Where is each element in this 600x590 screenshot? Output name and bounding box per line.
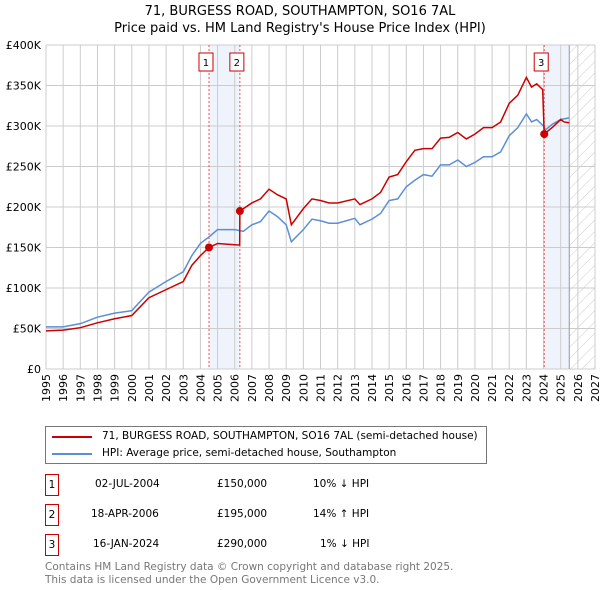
x-tick-label: 2012 [332, 374, 345, 402]
legend-swatch-hpi [52, 452, 92, 455]
sale-number: 3 [45, 534, 59, 556]
x-tick-label: 1995 [40, 374, 53, 402]
sale-label-box [198, 52, 214, 72]
legend-label-hpi: HPI: Average price, semi-detached house,… [102, 447, 397, 459]
y-tick-label: £400K [6, 39, 42, 52]
x-tick-label: 2005 [212, 374, 225, 402]
x-tick-label: 2009 [280, 374, 293, 402]
x-tick-label: 2004 [194, 374, 207, 402]
hpi-line [46, 112, 570, 328]
x-tick-label: 2019 [452, 374, 465, 402]
sale-price: £290,000 [217, 538, 268, 550]
x-tick-label: 1996 [57, 374, 70, 402]
x-tick-label: 2007 [246, 374, 259, 402]
footer-copyright: Contains HM Land Registry data © Crown c… [45, 561, 454, 573]
x-tick-label: 1997 [74, 374, 87, 402]
y-tick-label: £50K [13, 323, 42, 336]
x-tick-label: 2022 [503, 374, 516, 402]
x-tick-label: 2002 [160, 374, 173, 402]
sale-point [204, 243, 213, 252]
sale-date: 16-JAN-2024 [93, 538, 160, 550]
sale-point [235, 207, 244, 216]
legend-label-property: 71, BURGESS ROAD, SOUTHAMPTON, SO16 7AL … [102, 430, 478, 442]
x-tick-label: 2001 [143, 374, 156, 402]
x-tick-label: 2003 [177, 374, 190, 402]
y-tick-label: £350K [6, 80, 42, 93]
x-tick-label: 2010 [297, 374, 310, 402]
x-tick-label: 1998 [91, 374, 104, 402]
x-tick-label: 2013 [349, 374, 362, 402]
x-tick-label: 2021 [486, 374, 499, 402]
x-tick-label: 2017 [417, 374, 430, 402]
sale-date: 02-JUL-2004 [95, 478, 160, 490]
sale-label: 1 [203, 58, 209, 69]
x-tick-label: 2014 [366, 374, 379, 402]
sale-number: 1 [45, 474, 59, 496]
x-tick-label: 2024 [538, 374, 551, 402]
x-tick-label: 2016 [400, 374, 413, 402]
sale-number: 2 [45, 504, 59, 526]
sale-row: 3 16-JAN-2024 £290,000 1% ↓ HPI [45, 534, 445, 556]
x-tick-label: 2027 [589, 374, 600, 402]
x-tick-label: 2020 [469, 374, 482, 402]
x-tick-label: 2006 [229, 374, 242, 402]
sale-label: 2 [234, 58, 240, 69]
x-tick-label: 2008 [263, 374, 276, 402]
sale-price: £150,000 [217, 478, 268, 490]
y-tick-label: £0 [27, 363, 41, 376]
price-chart: 1995 1996 1997 1998 1999 2000 2001 2002 2003 2004… [6, 39, 600, 402]
footer-licence: This data is licensed under the Open Gov… [45, 574, 380, 586]
sale-label-box [229, 52, 245, 72]
sale-hpi-diff: 14% ↑ HPI [313, 508, 370, 520]
sale-label: 3 [538, 58, 544, 69]
y-tick-label: £200K [6, 201, 42, 214]
legend: 71, BURGESS ROAD, SOUTHAMPTON, SO16 7AL … [45, 426, 487, 464]
x-tick-label: 2000 [126, 374, 139, 402]
sale-row: 2 18-APR-2006 £195,000 14% ↑ HPI [45, 504, 445, 526]
y-tick-label: £300K [6, 120, 42, 133]
property-price-line [45, 75, 570, 332]
x-tick-label: 2011 [315, 374, 328, 402]
x-tick-label: 2025 [555, 374, 568, 402]
sale-date: 18-APR-2006 [91, 508, 159, 520]
x-tick-label: 2026 [572, 374, 585, 402]
y-tick-label: £150K [6, 242, 42, 255]
legend-swatch-property [52, 435, 92, 438]
sale-price: £195,000 [217, 508, 268, 520]
sale-hpi-diff: 10% ↓ HPI [313, 478, 370, 490]
x-tick-label: 2018 [435, 374, 448, 402]
y-tick-label: £100K [6, 282, 42, 295]
chart-title: 71, BURGESS ROAD, SOUTHAMPTON, SO16 7AL [144, 4, 456, 19]
sale-hpi-diff: 1% ↓ HPI [320, 538, 370, 550]
sale-point [540, 130, 549, 139]
sale-row: 1 02-JUL-2004 £150,000 10% ↓ HPI [45, 474, 445, 496]
x-tick-label: 2023 [520, 374, 533, 402]
chart-subtitle: Price paid vs. HM Land Registry's House … [114, 21, 486, 36]
y-tick-label: £250K [6, 161, 42, 174]
sale-label-box [533, 52, 549, 72]
x-tick-label: 2015 [383, 374, 396, 402]
x-tick-label: 1999 [109, 374, 122, 402]
